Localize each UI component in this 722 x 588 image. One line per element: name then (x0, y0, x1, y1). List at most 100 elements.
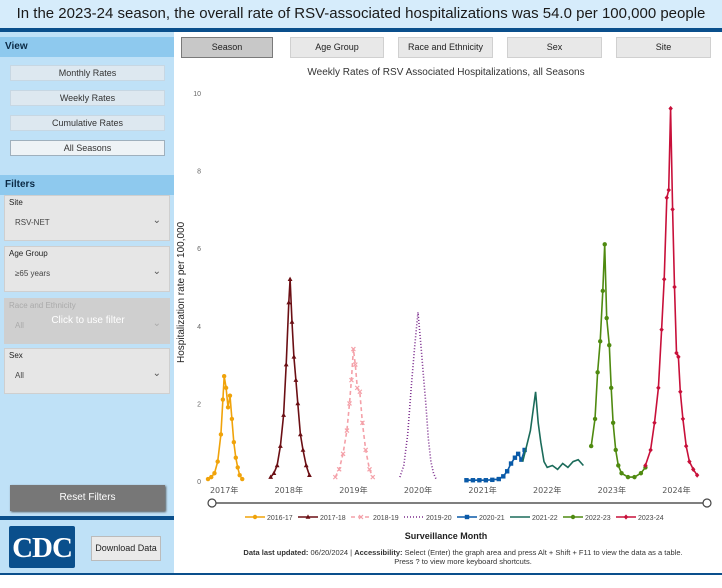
data-point-2023-24 (664, 195, 669, 201)
data-point-2022-23 (595, 370, 600, 375)
data-point-2023-24 (683, 443, 689, 449)
data-point-2017-18 (281, 412, 286, 417)
data-point-2017-18 (300, 447, 306, 452)
data-point-2016-17 (227, 393, 233, 398)
series-line-2016-17 (207, 376, 243, 480)
all-seasons-button[interactable]: All Seasons (10, 140, 165, 156)
race-ethnicity-filter-label: Race and Ethnicity (9, 301, 76, 310)
data-point-2022-23 (625, 474, 631, 480)
data-point-2023-24 (666, 187, 671, 193)
data-point-2016-17 (237, 472, 242, 478)
data-point-2016-17 (221, 374, 227, 379)
cdc-logo-text: CDC (12, 532, 73, 564)
tab-race-ethnicity[interactable]: Race and Ethnicity (398, 37, 493, 58)
legend-marker-2022-23 (570, 514, 576, 520)
data-point-2023-24 (668, 105, 673, 112)
accessibility-text: Select (Enter) the graph area and press … (404, 548, 683, 557)
site-filter[interactable]: Site RSV-NET ⌄ (4, 195, 170, 241)
data-point-2017-18 (274, 462, 280, 468)
weekly-rates-button[interactable]: Weekly Rates (10, 90, 165, 106)
legend-marker-2016-17 (252, 514, 258, 520)
data-point-2022-23 (613, 447, 618, 453)
series-line-2021-22 (521, 391, 584, 471)
data-point-2023-24 (674, 350, 679, 356)
range-slider-right-handle[interactable] (702, 498, 712, 508)
sex-filter[interactable]: Sex All ⌄ (4, 348, 170, 394)
data-point-2022-23 (592, 416, 598, 422)
x-axis-title: Surveillance Month (404, 531, 488, 541)
x-tick-label: 2017年 (210, 485, 238, 495)
series-line-2019-20 (399, 312, 437, 480)
data-point-2016-17 (231, 440, 237, 445)
shortcut-text: Press ? to view more keyboard shortcuts. (394, 557, 532, 566)
y-tick-label: 4 (197, 324, 201, 331)
data-point-2022-23 (638, 471, 644, 476)
updated-value: 06/20/2024 (310, 548, 349, 557)
data-point-2023-24 (678, 389, 683, 395)
series-line-2017-18 (270, 279, 311, 478)
race-ethnicity-filter-overlay[interactable]: Click to use filter (51, 315, 125, 326)
range-slider-left-handle[interactable] (207, 498, 217, 508)
data-point-2018-19 (363, 447, 369, 453)
y-tick-label: 8 (197, 169, 201, 176)
age-group-filter[interactable]: Age Group ≥65 years ⌄ (4, 246, 170, 292)
tab-site[interactable]: Site (616, 37, 711, 58)
data-point-2016-17 (215, 459, 220, 464)
data-point-2018-19 (352, 362, 358, 368)
data-point-2022-23 (588, 443, 594, 449)
chevron-down-icon: ⌄ (152, 215, 161, 226)
updated-label: Data last updated: (243, 548, 309, 557)
monthly-rates-button[interactable]: Monthly Rates (10, 65, 165, 81)
legend-marker-2023-24 (623, 514, 629, 520)
data-point-2018-19 (360, 420, 365, 426)
data-point-2023-24 (691, 466, 696, 472)
x-tick-label: 2021年 (468, 485, 496, 495)
data-point-2017-18 (298, 431, 303, 437)
reset-filters-button[interactable]: Reset Filters (10, 485, 165, 511)
data-point-2017-18 (295, 400, 301, 406)
data-point-2016-17 (209, 474, 214, 480)
cumulative-rates-button[interactable]: Cumulative Rates (10, 115, 165, 131)
data-point-2018-19 (370, 474, 376, 480)
data-point-2020-21 (477, 478, 482, 483)
download-data-button[interactable]: Download Data (91, 536, 161, 561)
view-section-title: View (0, 37, 174, 57)
x-tick-label: 2020年 (404, 485, 432, 495)
data-point-2020-21 (512, 455, 518, 460)
tab-sex[interactable]: Sex (507, 37, 602, 58)
data-point-2023-24 (643, 462, 648, 469)
tab-age-group[interactable]: Age Group (290, 37, 384, 58)
y-tick-label: 0 (197, 479, 201, 486)
accessibility-label: Accessibility: (354, 548, 403, 557)
data-point-2017-18 (287, 276, 293, 282)
data-point-2016-17 (233, 455, 238, 460)
legend-marker-2020-21 (464, 514, 470, 520)
data-point-2018-19 (332, 474, 338, 480)
data-point-2016-17 (212, 471, 217, 476)
series-line-2020-21 (466, 449, 526, 482)
data-point-2022-23 (616, 463, 621, 468)
data-point-2018-19 (349, 377, 354, 383)
data-point-2017-18 (283, 362, 289, 367)
data-point-2022-23 (602, 242, 607, 247)
data-point-2023-24 (659, 327, 664, 333)
tab-season[interactable]: Season (181, 37, 273, 58)
data-point-2017-18 (307, 472, 312, 477)
data-point-2023-24 (648, 447, 653, 453)
data-point-2020-21 (470, 478, 476, 483)
data-point-2023-24 (652, 420, 657, 426)
data-point-2020-21 (496, 476, 501, 482)
data-point-2020-21 (508, 461, 514, 466)
series-line-2018-19 (334, 349, 374, 478)
race-ethnicity-filter[interactable]: Race and Ethnicity All Click to use filt… (4, 298, 170, 344)
data-point-2023-24 (676, 354, 681, 360)
y-tick-label: 2 (197, 401, 201, 408)
data-point-2022-23 (604, 315, 609, 321)
data-point-2020-21 (490, 477, 495, 483)
data-point-2016-17 (235, 465, 240, 470)
data-point-2022-23 (598, 339, 603, 344)
data-point-2023-24 (661, 276, 667, 282)
legend-marker-2017-18 (305, 514, 311, 519)
data-point-2018-19 (350, 346, 356, 352)
